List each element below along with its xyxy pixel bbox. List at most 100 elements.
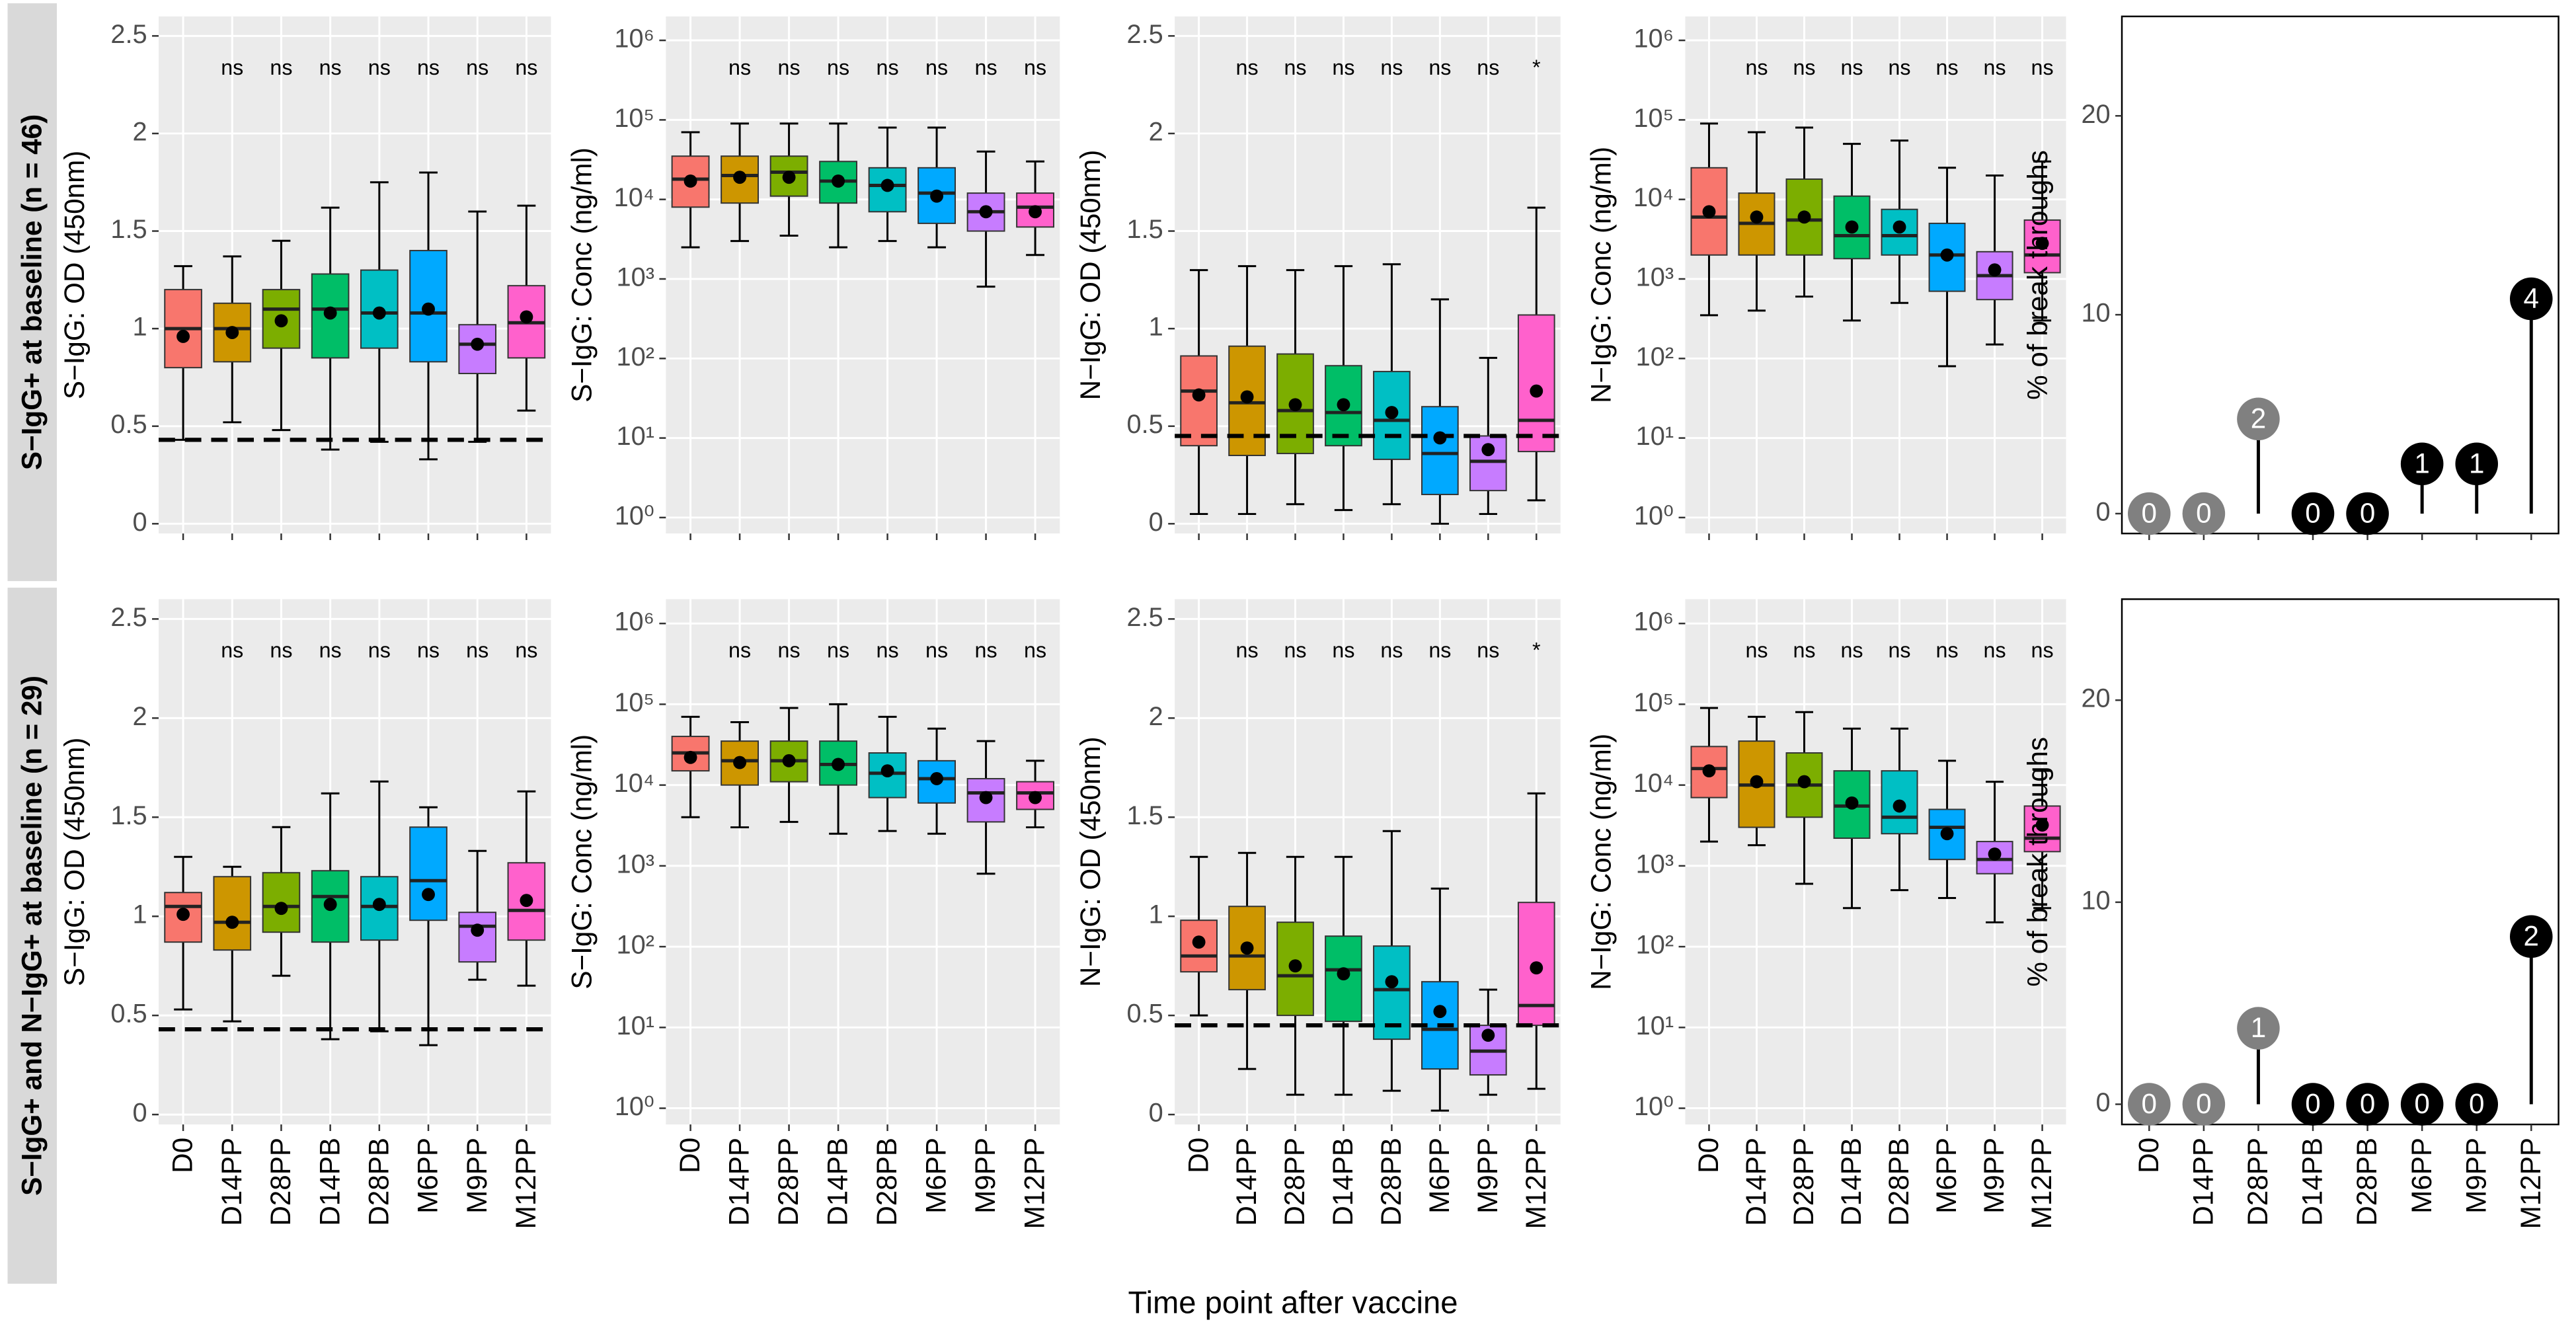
significance: ns — [1477, 638, 1499, 662]
point — [2291, 1083, 2335, 1126]
box — [311, 870, 350, 943]
mean — [225, 326, 239, 339]
significance: ns — [417, 638, 440, 662]
y-tick-label: 0 — [2096, 497, 2111, 526]
row-label: S−IgG+ at baseline (n = 46) — [16, 114, 47, 470]
x-tick-label: M9PP — [1472, 1138, 1503, 1214]
x-tick-label: M9PP — [461, 1138, 492, 1214]
x-tick-label: M9PP — [2460, 1138, 2491, 1214]
mean — [1288, 959, 1302, 973]
box — [1690, 167, 1728, 256]
x-tick-label: D28PP — [1279, 1138, 1310, 1226]
y-tick-label: 10³ — [617, 262, 654, 292]
y-tick-label: 1.5 — [110, 801, 147, 830]
mean — [1481, 443, 1495, 457]
y-tick-label: 0.5 — [1127, 410, 1163, 439]
mean — [832, 175, 845, 188]
panel-frame — [2121, 598, 2559, 1126]
mean — [1481, 1029, 1495, 1042]
mean — [1845, 220, 1859, 234]
significance: ns — [417, 56, 440, 79]
box — [1373, 945, 1411, 1040]
value-label: 0 — [2305, 498, 2320, 529]
mean — [323, 306, 337, 320]
box — [213, 876, 252, 951]
mean — [1893, 220, 1906, 234]
point — [2128, 1083, 2171, 1126]
y-tick-label: 2 — [133, 117, 147, 146]
point — [2237, 1007, 2280, 1050]
y-tick-label: 10⁵ — [1633, 104, 1674, 133]
mean — [471, 337, 485, 351]
mean — [1433, 1005, 1447, 1019]
significance: ns — [2031, 56, 2054, 79]
box — [262, 289, 301, 349]
y-tick-label: 10 — [2081, 886, 2110, 915]
y-tick-label: 10 — [2081, 299, 2110, 328]
mean — [683, 175, 697, 188]
mean — [782, 171, 796, 184]
mean — [372, 898, 386, 912]
y-tick-label: 0 — [133, 1099, 147, 1128]
significance: ns — [1024, 638, 1046, 662]
y-tick-label: 0 — [1149, 1099, 1163, 1128]
significance: ns — [1284, 56, 1306, 79]
mean — [1240, 390, 1254, 404]
significance: ns — [1332, 638, 1354, 662]
significance: ns — [319, 56, 342, 79]
mean — [1385, 975, 1399, 989]
mean — [733, 756, 747, 769]
y-tick-label: 0 — [2096, 1088, 2111, 1117]
y-tick-label: 10⁰ — [615, 1092, 654, 1121]
y-tick-label: 10⁰ — [615, 501, 654, 530]
mean — [1988, 847, 2002, 861]
y-tick-label: 10¹ — [617, 422, 654, 451]
box — [1421, 406, 1459, 496]
significance: ns — [270, 638, 292, 662]
y-axis-label: N−IgG: OD (450nm) — [1075, 736, 1106, 987]
x-tick-label: D14PP — [1740, 1138, 1772, 1226]
y-tick-label: 1.5 — [110, 215, 147, 244]
significance: ns — [1840, 56, 1863, 79]
mean — [683, 750, 697, 764]
mean — [979, 791, 993, 804]
y-tick-label: 10² — [1636, 931, 1674, 960]
mean — [1988, 263, 2002, 277]
x-tick-label: D14PP — [216, 1138, 247, 1226]
y-tick-label: 0 — [133, 508, 147, 537]
mean — [1940, 248, 1954, 262]
significance: ns — [368, 638, 391, 662]
y-axis-label: S−IgG: Conc (ng/ml) — [566, 147, 597, 403]
y-tick-label: 10¹ — [617, 1011, 654, 1040]
point — [2182, 1083, 2226, 1126]
significance: ns — [1793, 56, 1815, 79]
significance: ns — [728, 638, 751, 662]
x-tick-label: D28PB — [1883, 1138, 1914, 1226]
y-tick-label: 0 — [1149, 508, 1163, 537]
mean — [1797, 210, 1811, 224]
x-tick-label: M12PP — [1520, 1138, 1551, 1229]
significance: ns — [221, 56, 243, 79]
point — [2182, 492, 2226, 535]
x-tick-label: D0 — [1183, 1138, 1214, 1173]
mean — [782, 754, 796, 767]
mean — [1940, 827, 1954, 841]
significance: ns — [1380, 638, 1403, 662]
value-label: 0 — [2196, 1088, 2211, 1119]
mean — [2035, 237, 2049, 251]
significance: ns — [1024, 56, 1046, 79]
row-label: S−IgG+ and N−IgG+ at baseline (n = 29) — [16, 676, 47, 1196]
mean — [1702, 764, 1716, 778]
significance: ns — [1745, 638, 1768, 662]
box — [458, 324, 497, 375]
y-tick-label: 10⁶ — [1634, 607, 1674, 637]
mean — [422, 302, 435, 316]
y-axis-label: S−IgG: OD (450nm) — [59, 738, 90, 986]
significance: ns — [877, 56, 899, 79]
mean — [1750, 775, 1764, 789]
significance: ns — [1332, 56, 1354, 79]
significance: ns — [1477, 56, 1499, 79]
y-tick-label: 0.5 — [110, 999, 147, 1029]
panel-background — [158, 16, 551, 534]
mean — [176, 908, 190, 921]
